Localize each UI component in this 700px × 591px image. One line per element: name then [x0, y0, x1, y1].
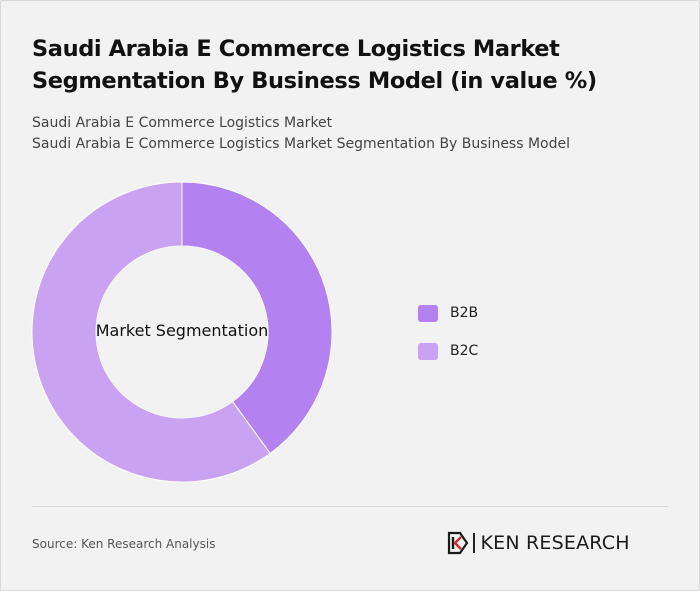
subtitle-line-1: Saudi Arabia E Commerce Logistics Market: [32, 115, 333, 131]
logo-text: KEN RESEARCH: [480, 532, 630, 554]
logo-separator: [473, 533, 475, 553]
footer-divider: [32, 506, 668, 507]
chart-title: Saudi Arabia E Commerce Logistics Market…: [32, 36, 597, 94]
legend-swatch-b2c: [418, 342, 438, 360]
ken-research-logo: KEN RESEARCH: [447, 531, 630, 555]
legend-swatch-b2b: [418, 304, 438, 322]
donut-hole: [96, 246, 268, 418]
subtitle-line-2: Saudi Arabia E Commerce Logistics Market…: [32, 136, 571, 152]
chart-subtitle: Saudi Arabia E Commerce Logistics Market…: [32, 113, 672, 155]
legend-label-b2c: B2C: [450, 343, 479, 359]
legend-item-b2b: B2B: [418, 303, 478, 323]
ken-research-logo-icon: [447, 531, 469, 555]
source-note: Source: Ken Research Analysis: [32, 537, 216, 551]
legend-label-b2b: B2B: [450, 305, 479, 321]
donut-center-label: Market Segmentation: [95, 321, 269, 340]
legend-item-b2c: B2C: [418, 341, 478, 361]
chart-legend: B2B B2C: [418, 303, 478, 379]
